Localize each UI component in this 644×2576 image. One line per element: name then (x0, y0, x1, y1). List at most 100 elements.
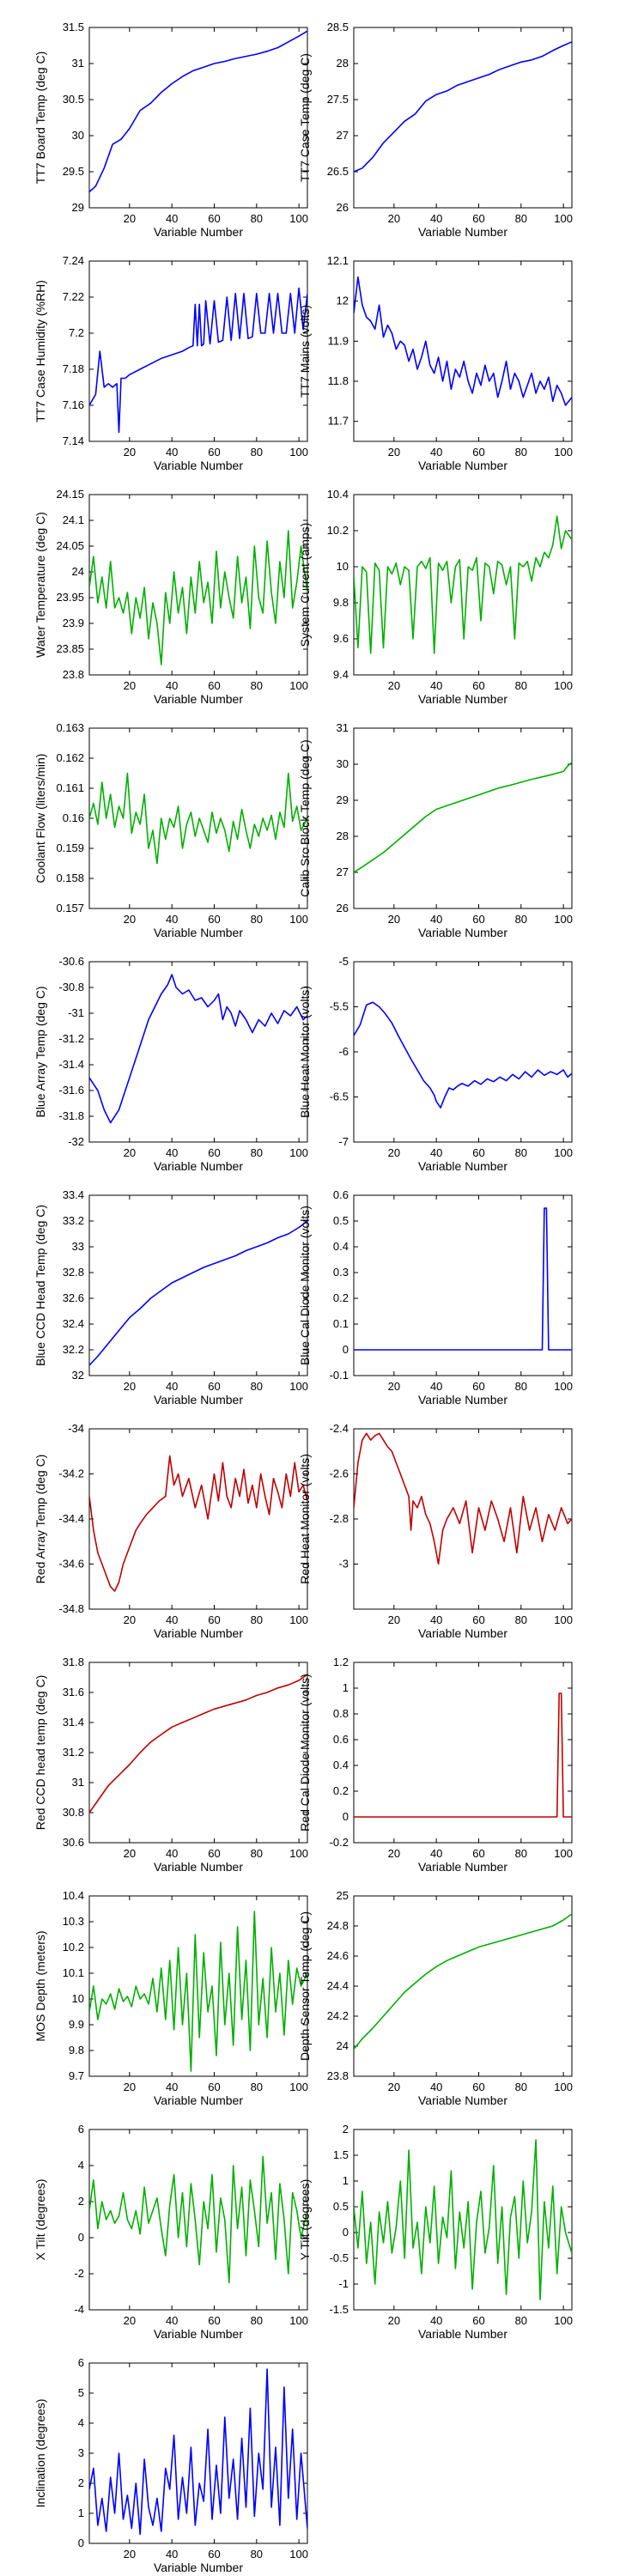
y-tick-label: 6 (78, 2123, 84, 2136)
y-tick-label: 29 (337, 793, 349, 806)
y-tick-label: 31.5 (63, 21, 84, 33)
y-tick-label: 0.16 (63, 811, 84, 824)
x-tick-label: 80 (251, 2548, 263, 2561)
x-tick-label: 100 (289, 446, 308, 459)
y-tick-label: 0 (343, 1810, 349, 1823)
y-tick-label: 33.4 (63, 1188, 84, 1201)
x-tick-label: 20 (388, 679, 400, 692)
y-tick-label: 10 (337, 560, 349, 573)
x-tick-label: 20 (388, 2081, 400, 2093)
y-tick-label: -1.5 (330, 2303, 349, 2316)
series-line (354, 41, 572, 173)
y-tick-label: 1 (343, 2174, 349, 2187)
y-tick-label: 9.4 (333, 668, 349, 681)
y-tick-label: 0.163 (56, 721, 84, 734)
y-tick-label: 27 (337, 866, 349, 878)
x-tick-label: 80 (515, 1847, 527, 1860)
y-axis-label: Calib Src Block Temp (deg C) (298, 739, 312, 896)
y-tick-label: -0.1 (330, 1369, 349, 1382)
x-tick-label: 80 (251, 913, 263, 926)
x-tick-label: 100 (554, 913, 573, 926)
plot-frame (88, 961, 308, 1143)
x-axis-label: Variable Number (418, 692, 507, 706)
x-tick-label: 80 (251, 1847, 263, 1860)
x-tick-label: 80 (515, 446, 527, 459)
y-axis-label: TT7 Board Temp (deg C) (33, 52, 47, 185)
x-axis-label: Variable Number (418, 1626, 507, 1640)
series-line (89, 2368, 307, 2536)
y-tick-label: 30.6 (63, 1836, 84, 1849)
y-tick-label: 0.4 (333, 1240, 349, 1253)
x-axis-label: Variable Number (154, 1860, 243, 1874)
y-tick-label: -6.5 (330, 1091, 349, 1103)
x-tick-label: 60 (208, 1613, 220, 1626)
series-line (89, 287, 307, 434)
x-tick-label: 100 (554, 679, 573, 692)
x-tick-label: 80 (515, 2314, 527, 2327)
y-tick-label: -2.8 (330, 1512, 349, 1525)
y-axis-label: Blue Heat Monitor (volts) (298, 986, 312, 1118)
x-tick-label: 100 (554, 212, 573, 225)
x-tick-label: 40 (166, 1146, 178, 1159)
y-tick-label: -5.5 (330, 1000, 349, 1013)
x-tick-label: 20 (124, 913, 136, 926)
y-tick-label: 0.161 (56, 781, 84, 794)
x-tick-label: 100 (289, 2081, 308, 2093)
y-tick-label: 1 (343, 1681, 349, 1694)
x-tick-label: 40 (166, 212, 178, 225)
y-tick-label: 31 (337, 721, 349, 734)
y-tick-label: 31.2 (63, 1746, 84, 1759)
y-axis-label: TT7 Case Humidity (%RH) (33, 280, 47, 422)
x-tick-label: 100 (554, 1613, 573, 1626)
x-tick-label: 60 (472, 1613, 484, 1626)
x-axis-label: Variable Number (418, 459, 507, 472)
chart-panel-2: 20 40 60 80 100 26 26.5 27 27.5 28 28.5 Variable Nu… (298, 21, 573, 239)
y-tick-label: 3 (78, 2446, 84, 2459)
y-tick-label: 31 (72, 57, 84, 70)
y-tick-label: 32.6 (63, 1291, 84, 1304)
y-axis-label: Inclination (degrees) (33, 2399, 47, 2508)
chart-panel-20: 20 40 60 80 100 -1.5 -1 -0.5 0 0.5 1 1.5 2 Variable N… (298, 2123, 573, 2341)
y-tick-label: 31.4 (63, 1716, 84, 1728)
y-tick-label: 0.2 (333, 1784, 349, 1797)
y-tick-label: 28.5 (327, 21, 349, 33)
x-tick-label: 100 (554, 2081, 573, 2093)
x-tick-label: 60 (208, 212, 220, 225)
x-axis-label: Variable Number (154, 1393, 243, 1406)
y-tick-label: 32 (72, 1369, 84, 1382)
x-tick-label: 40 (166, 446, 178, 459)
x-tick-label: 100 (289, 1613, 308, 1626)
plot-frame (88, 27, 308, 209)
x-tick-label: 20 (388, 913, 400, 926)
x-tick-label: 20 (388, 2314, 400, 2327)
chart-panel-11: 20 40 60 80 100 32 32.2 32.4 32.6 32.8 33 33.2 33.4 V… (33, 1188, 308, 1406)
x-tick-label: 40 (430, 212, 442, 225)
y-tick-label: -34.2 (58, 1467, 84, 1480)
y-tick-label: 24 (337, 2039, 349, 2052)
x-tick-label: 100 (554, 446, 573, 459)
x-tick-label: 80 (515, 679, 527, 692)
x-tick-label: 60 (208, 2314, 220, 2327)
y-tick-label: 4 (78, 2159, 84, 2172)
x-axis-label: Variable Number (154, 2327, 243, 2341)
x-axis-label: Variable Number (418, 225, 507, 239)
y-tick-label: -1 (338, 2277, 349, 2290)
y-tick-label: 33 (72, 1240, 84, 1253)
x-tick-label: 20 (124, 1847, 136, 1860)
x-tick-label: 80 (251, 679, 263, 692)
plot-frame (88, 2129, 308, 2311)
y-tick-label: 27 (337, 129, 349, 142)
x-tick-label: 20 (388, 212, 400, 225)
x-tick-label: 100 (554, 1146, 573, 1159)
y-tick-label: 0.2 (333, 1291, 349, 1304)
plot-frame (353, 1194, 573, 1376)
x-tick-label: 60 (472, 1847, 484, 1860)
y-tick-label: 9.7 (69, 2069, 84, 2082)
x-tick-label: 100 (289, 679, 308, 692)
x-tick-label: 40 (430, 1380, 442, 1393)
chart-panel-6: 20 40 60 80 100 9.4 9.6 9.8 10 10.2 10.4 Variable N… (298, 488, 573, 706)
y-tick-label: 31 (72, 1776, 84, 1789)
y-tick-label: 23.8 (63, 668, 84, 681)
y-tick-label: -34 (68, 1422, 84, 1435)
